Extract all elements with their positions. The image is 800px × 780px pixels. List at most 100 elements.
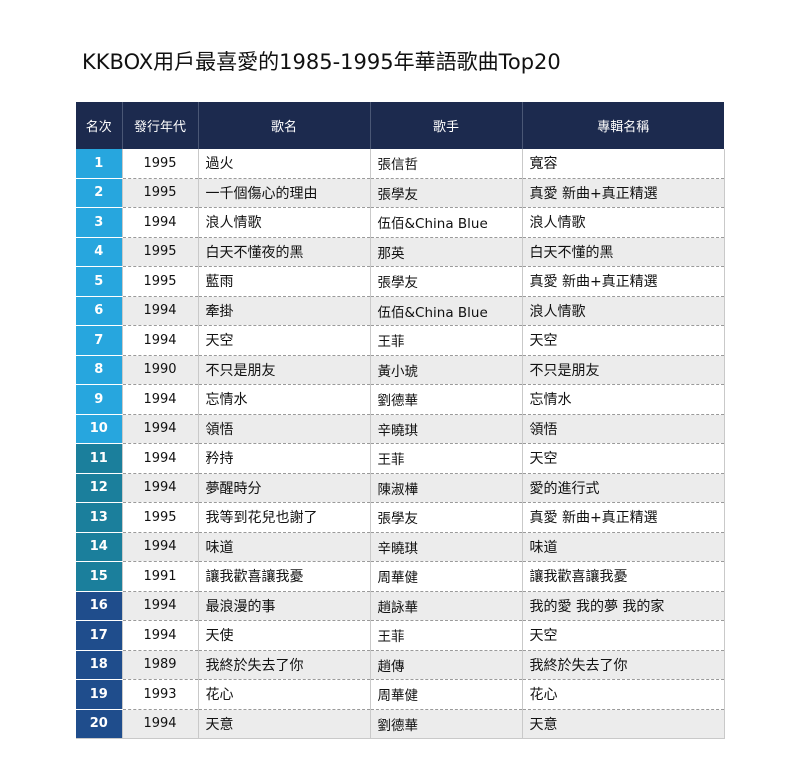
album-cell: 味道 [521, 532, 725, 562]
rank-cell: 4 [76, 237, 122, 267]
table-row: 1 1995 過火 張信哲 寬容 [76, 149, 725, 179]
rank-cell: 3 [76, 207, 122, 238]
rank-cell: 9 [76, 384, 122, 415]
table-row: 6 1994 牽掛 伍佰&China Blue 浪人情歌 [76, 296, 725, 326]
song-cell: 天空 [197, 325, 370, 356]
year-cell: 1995 [121, 502, 198, 533]
table-header-row: 名次 發行年代 歌名 歌手 專輯名稱 [76, 102, 724, 149]
song-cell: 天使 [197, 620, 370, 651]
year-cell: 1994 [121, 591, 198, 621]
singer-cell: 周華健 [369, 561, 522, 592]
album-cell: 天空 [521, 325, 725, 356]
album-cell: 白天不懂的黑 [521, 237, 725, 267]
rank-cell: 16 [76, 591, 122, 621]
song-cell: 浪人情歌 [197, 207, 370, 238]
table-row: 13 1995 我等到花兒也謝了 張學友 真愛 新曲+真正精選 [76, 502, 725, 533]
album-cell: 讓我歡喜讓我憂 [521, 561, 725, 592]
year-cell: 1993 [121, 679, 198, 710]
year-cell: 1990 [121, 355, 198, 385]
singer-cell: 張學友 [369, 502, 522, 533]
album-cell: 浪人情歌 [521, 207, 725, 238]
album-cell: 天意 [521, 709, 725, 739]
song-cell: 忘情水 [197, 384, 370, 415]
rank-cell: 12 [76, 473, 122, 503]
singer-cell: 劉德華 [369, 384, 522, 415]
rank-cell: 11 [76, 443, 122, 474]
singer-cell: 伍佰&China Blue [369, 296, 522, 326]
song-cell: 讓我歡喜讓我憂 [197, 561, 370, 592]
table-row: 17 1994 天使 王菲 天空 [76, 620, 725, 651]
song-cell: 最浪漫的事 [197, 591, 370, 621]
song-cell: 味道 [197, 532, 370, 562]
singer-cell: 張學友 [369, 266, 522, 297]
singer-cell: 趙詠華 [369, 591, 522, 621]
album-cell: 浪人情歌 [521, 296, 725, 326]
table-row: 15 1991 讓我歡喜讓我憂 周華健 讓我歡喜讓我憂 [76, 561, 725, 592]
song-cell: 夢醒時分 [197, 473, 370, 503]
year-cell: 1995 [121, 178, 198, 208]
year-cell: 1994 [121, 473, 198, 503]
year-cell: 1994 [121, 414, 198, 444]
album-cell: 真愛 新曲+真正精選 [521, 502, 725, 533]
singer-cell: 伍佰&China Blue [369, 207, 522, 238]
year-cell: 1994 [121, 207, 198, 238]
album-cell: 不只是朋友 [521, 355, 725, 385]
singer-cell: 陳淑樺 [369, 473, 522, 503]
singer-cell: 周華健 [369, 679, 522, 710]
year-cell: 1995 [121, 237, 198, 267]
album-cell: 忘情水 [521, 384, 725, 415]
year-cell: 1994 [121, 384, 198, 415]
rank-cell: 1 [76, 149, 122, 179]
rank-cell: 18 [76, 650, 122, 680]
rank-cell: 10 [76, 414, 122, 444]
rank-cell: 13 [76, 502, 122, 533]
table-row: 18 1989 我終於失去了你 趙傳 我終於失去了你 [76, 650, 725, 680]
song-cell: 天意 [197, 709, 370, 739]
album-cell: 真愛 新曲+真正精選 [521, 178, 725, 208]
table-row: 11 1994 矜持 王菲 天空 [76, 443, 725, 474]
album-cell: 愛的進行式 [521, 473, 725, 503]
table-body: 1 1995 過火 張信哲 寬容 2 1995 一千個傷心的理由 張學友 真愛 新曲+真正精選 3 1… [76, 149, 725, 739]
song-cell: 矜持 [197, 443, 370, 474]
year-cell: 1991 [121, 561, 198, 592]
rank-cell: 7 [76, 325, 122, 356]
rank-cell: 19 [76, 679, 122, 710]
table-row: 3 1994 浪人情歌 伍佰&China Blue 浪人情歌 [76, 207, 725, 238]
song-cell: 過火 [197, 149, 370, 179]
album-cell: 天空 [521, 443, 725, 474]
header-rank: 名次 [76, 102, 122, 149]
song-cell: 牽掛 [197, 296, 370, 326]
rank-cell: 5 [76, 266, 122, 297]
singer-cell: 黃小琥 [369, 355, 522, 385]
rank-cell: 2 [76, 178, 122, 208]
album-cell: 寬容 [521, 149, 725, 179]
song-cell: 不只是朋友 [197, 355, 370, 385]
table-row: 4 1995 白天不懂夜的黑 那英 白天不懂的黑 [76, 237, 725, 267]
rank-cell: 17 [76, 620, 122, 651]
year-cell: 1994 [121, 443, 198, 474]
song-cell: 花心 [197, 679, 370, 710]
album-cell: 真愛 新曲+真正精選 [521, 266, 725, 297]
singer-cell: 張學友 [369, 178, 522, 208]
album-cell: 我終於失去了你 [521, 650, 725, 680]
singer-cell: 王菲 [369, 325, 522, 356]
album-cell: 花心 [521, 679, 725, 710]
table-row: 19 1993 花心 周華健 花心 [76, 679, 725, 710]
singer-cell: 辛曉琪 [369, 532, 522, 562]
year-cell: 1994 [121, 620, 198, 651]
top20-table: 名次 發行年代 歌名 歌手 專輯名稱 1 1995 過火 張信哲 寬容 2 1995 一千個傷… [76, 102, 725, 739]
song-cell: 一千個傷心的理由 [197, 178, 370, 208]
header-album: 專輯名稱 [521, 102, 724, 149]
year-cell: 1994 [121, 296, 198, 326]
album-cell: 我的愛 我的夢 我的家 [521, 591, 725, 621]
rank-cell: 20 [76, 709, 122, 739]
album-cell: 領悟 [521, 414, 725, 444]
table-row: 5 1995 藍雨 張學友 真愛 新曲+真正精選 [76, 266, 725, 297]
page-title: KKBOX用戶最喜愛的1985-1995年華語歌曲Top20 [82, 50, 561, 74]
singer-cell: 王菲 [369, 443, 522, 474]
album-cell: 天空 [521, 620, 725, 651]
table-row: 12 1994 夢醒時分 陳淑樺 愛的進行式 [76, 473, 725, 503]
year-cell: 1995 [121, 149, 198, 179]
singer-cell: 張信哲 [369, 149, 522, 179]
singer-cell: 趙傳 [369, 650, 522, 680]
